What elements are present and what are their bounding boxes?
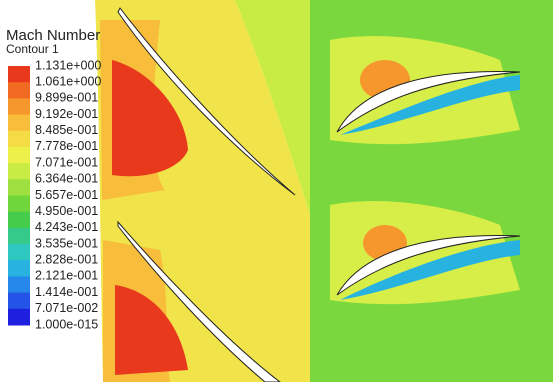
legend-swatch — [8, 196, 30, 213]
legend-label: 5.657e-001 — [35, 188, 98, 202]
legend-swatch — [8, 228, 30, 245]
legend-swatch — [8, 293, 30, 310]
screenshot: Mach Number Contour 1 1.131e+0001.061e+0… — [0, 0, 553, 382]
legend-swatch — [8, 147, 30, 164]
legend-swatch — [8, 244, 30, 261]
legend-label: 4.243e-001 — [35, 220, 98, 234]
legend-label: 9.192e-001 — [35, 107, 98, 121]
legend-swatch — [8, 179, 30, 196]
legend-label: 6.364e-001 — [35, 172, 98, 186]
legend-label: 7.071e-001 — [35, 155, 98, 169]
legend-label: 2.121e-001 — [35, 269, 98, 283]
legend-swatch — [8, 82, 30, 99]
legend-swatch — [8, 163, 30, 180]
legend-label: 1.061e+000 — [35, 74, 101, 88]
legend-swatch — [8, 131, 30, 148]
legend-label: 9.899e-001 — [35, 91, 98, 105]
legend-swatch — [8, 115, 30, 132]
legend-label: 1.414e-001 — [35, 285, 98, 299]
legend-swatch — [8, 212, 30, 229]
legend-swatch — [8, 98, 30, 115]
legend-subtitle: Contour 1 — [6, 42, 59, 56]
legend-swatch — [8, 66, 30, 83]
legend-swatch — [8, 260, 30, 277]
legend-swatch — [8, 276, 30, 293]
legend-label: 3.535e-001 — [35, 236, 98, 250]
legend-label: 8.485e-001 — [35, 123, 98, 137]
legend-label: 7.071e-002 — [35, 301, 98, 315]
legend-label: 1.131e+000 — [35, 58, 101, 72]
legend-label: 7.778e-001 — [35, 139, 98, 153]
legend-label: 4.950e-001 — [35, 204, 98, 218]
legend-label: 2.828e-001 — [35, 253, 98, 267]
legend: 1.131e+000 1.061e+000 9.899e-001 9.192e-001… — [8, 58, 101, 331]
legend-label: 1.000e-015 — [35, 317, 98, 331]
legend-swatch — [8, 309, 30, 326]
